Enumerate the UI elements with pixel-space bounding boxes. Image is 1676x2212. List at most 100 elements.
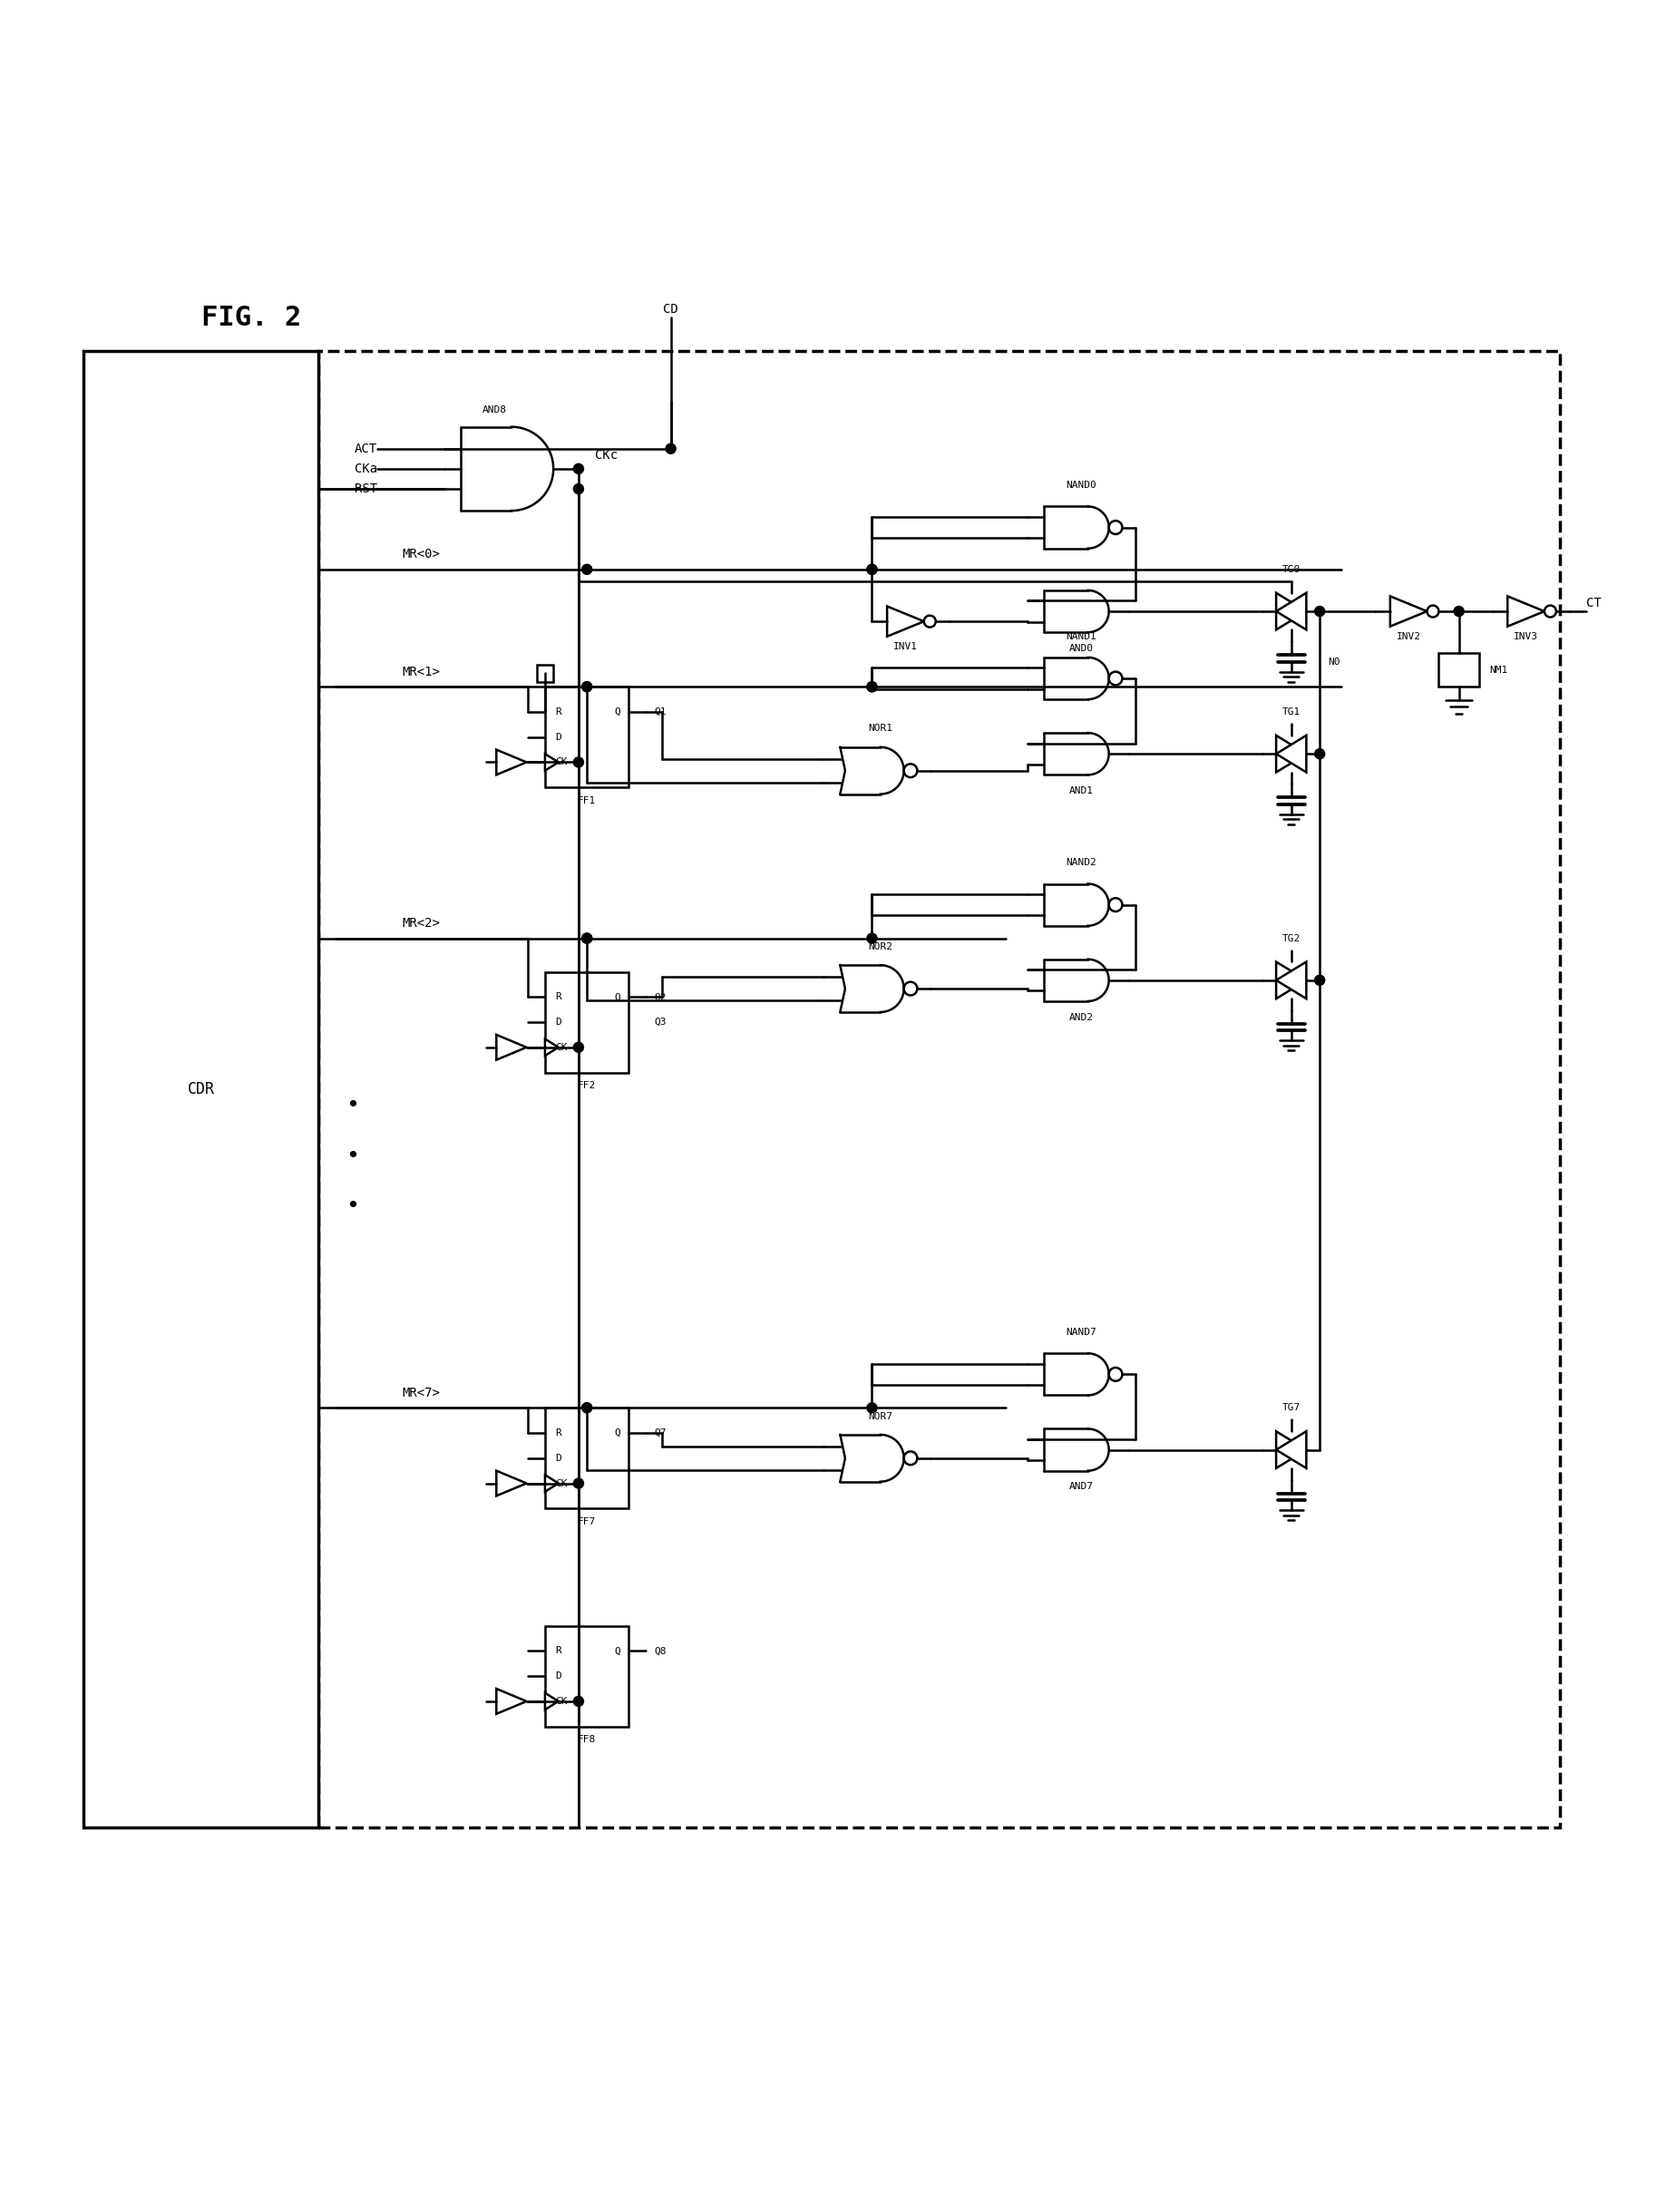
Text: TG0: TG0 xyxy=(1282,564,1299,573)
Polygon shape xyxy=(496,1688,526,1714)
Polygon shape xyxy=(1275,962,1306,998)
Text: MR<7>: MR<7> xyxy=(402,1387,441,1400)
Text: AND0: AND0 xyxy=(1069,644,1093,653)
Text: CK: CK xyxy=(555,1697,566,1705)
Text: D: D xyxy=(555,1018,561,1026)
Text: NAND7: NAND7 xyxy=(1066,1327,1096,1336)
Text: R: R xyxy=(555,993,561,1002)
Bar xyxy=(545,686,628,787)
Circle shape xyxy=(923,615,935,628)
Text: FF7: FF7 xyxy=(578,1517,595,1526)
Circle shape xyxy=(1314,750,1324,759)
Text: Q2: Q2 xyxy=(654,993,665,1002)
Circle shape xyxy=(573,1042,583,1053)
Circle shape xyxy=(903,763,917,776)
Circle shape xyxy=(866,564,877,575)
Text: CK: CK xyxy=(555,1480,566,1489)
Text: CDR: CDR xyxy=(188,1082,215,1097)
Circle shape xyxy=(582,681,592,692)
Circle shape xyxy=(1314,975,1324,984)
Text: INV1: INV1 xyxy=(893,641,917,650)
Text: NOR2: NOR2 xyxy=(868,942,892,951)
Text: FF2: FF2 xyxy=(578,1082,595,1091)
Circle shape xyxy=(1108,898,1121,911)
Bar xyxy=(84,352,318,1827)
Text: Q7: Q7 xyxy=(654,1429,665,1438)
Text: NAND0: NAND0 xyxy=(1066,480,1096,491)
Circle shape xyxy=(582,564,592,575)
Circle shape xyxy=(573,1478,583,1489)
Text: Q1: Q1 xyxy=(654,708,665,717)
Circle shape xyxy=(582,933,592,942)
Text: D: D xyxy=(555,1453,561,1462)
Polygon shape xyxy=(496,750,526,774)
Circle shape xyxy=(866,1402,877,1413)
Circle shape xyxy=(573,484,583,493)
Text: FIG. 2: FIG. 2 xyxy=(201,305,302,332)
Circle shape xyxy=(866,933,877,942)
Text: CK: CK xyxy=(555,1042,566,1053)
Text: TG7: TG7 xyxy=(1282,1402,1299,1413)
Text: MR<2>: MR<2> xyxy=(402,916,441,929)
Text: ACT: ACT xyxy=(354,442,377,456)
Text: •: • xyxy=(345,1146,359,1168)
Text: CT: CT xyxy=(1585,597,1601,608)
Text: Q: Q xyxy=(613,1646,620,1655)
Bar xyxy=(536,666,553,681)
Text: AND7: AND7 xyxy=(1069,1482,1093,1491)
Bar xyxy=(545,1407,628,1509)
Text: MR<1>: MR<1> xyxy=(402,666,441,679)
Bar xyxy=(1438,653,1478,686)
Text: NAND2: NAND2 xyxy=(1066,858,1096,867)
Circle shape xyxy=(866,681,877,692)
Text: •: • xyxy=(345,1095,359,1117)
Polygon shape xyxy=(1275,962,1306,998)
Text: INV2: INV2 xyxy=(1396,633,1420,641)
Text: TG1: TG1 xyxy=(1282,708,1299,717)
Text: R: R xyxy=(555,1429,561,1438)
Circle shape xyxy=(1544,606,1555,617)
Polygon shape xyxy=(1275,1431,1306,1469)
Text: Q8: Q8 xyxy=(654,1646,665,1655)
Text: R: R xyxy=(555,1646,561,1655)
Circle shape xyxy=(866,681,877,692)
Text: NOR7: NOR7 xyxy=(868,1411,892,1420)
Polygon shape xyxy=(1275,593,1306,630)
Circle shape xyxy=(582,681,592,692)
Circle shape xyxy=(1314,606,1324,617)
Polygon shape xyxy=(1275,593,1306,630)
Text: CD: CD xyxy=(662,303,679,316)
Circle shape xyxy=(582,1402,592,1413)
Text: CKa: CKa xyxy=(354,462,377,476)
Text: Q: Q xyxy=(613,1429,620,1438)
Circle shape xyxy=(903,982,917,995)
Polygon shape xyxy=(545,754,558,770)
Bar xyxy=(545,1626,628,1725)
Circle shape xyxy=(582,933,592,942)
Circle shape xyxy=(1108,1367,1121,1380)
Polygon shape xyxy=(1507,597,1544,626)
Text: AND8: AND8 xyxy=(483,405,506,414)
Polygon shape xyxy=(887,606,923,637)
Polygon shape xyxy=(1275,734,1306,772)
Circle shape xyxy=(573,465,583,473)
Text: R: R xyxy=(555,708,561,717)
Polygon shape xyxy=(1389,597,1426,626)
Text: NAND1: NAND1 xyxy=(1066,633,1096,641)
Polygon shape xyxy=(545,1040,558,1055)
Circle shape xyxy=(866,564,877,575)
Text: Q: Q xyxy=(613,708,620,717)
Text: AND1: AND1 xyxy=(1069,785,1093,796)
Circle shape xyxy=(1108,520,1121,533)
Circle shape xyxy=(573,757,583,768)
Text: Q3: Q3 xyxy=(654,1018,665,1026)
Text: D: D xyxy=(555,1672,561,1681)
Circle shape xyxy=(1108,672,1121,686)
Text: NM1: NM1 xyxy=(1488,666,1507,675)
Circle shape xyxy=(903,1451,917,1464)
Circle shape xyxy=(582,1402,592,1413)
Circle shape xyxy=(665,445,675,453)
Text: FF8: FF8 xyxy=(578,1736,595,1745)
Text: INV3: INV3 xyxy=(1513,633,1537,641)
Text: TG2: TG2 xyxy=(1282,933,1299,942)
